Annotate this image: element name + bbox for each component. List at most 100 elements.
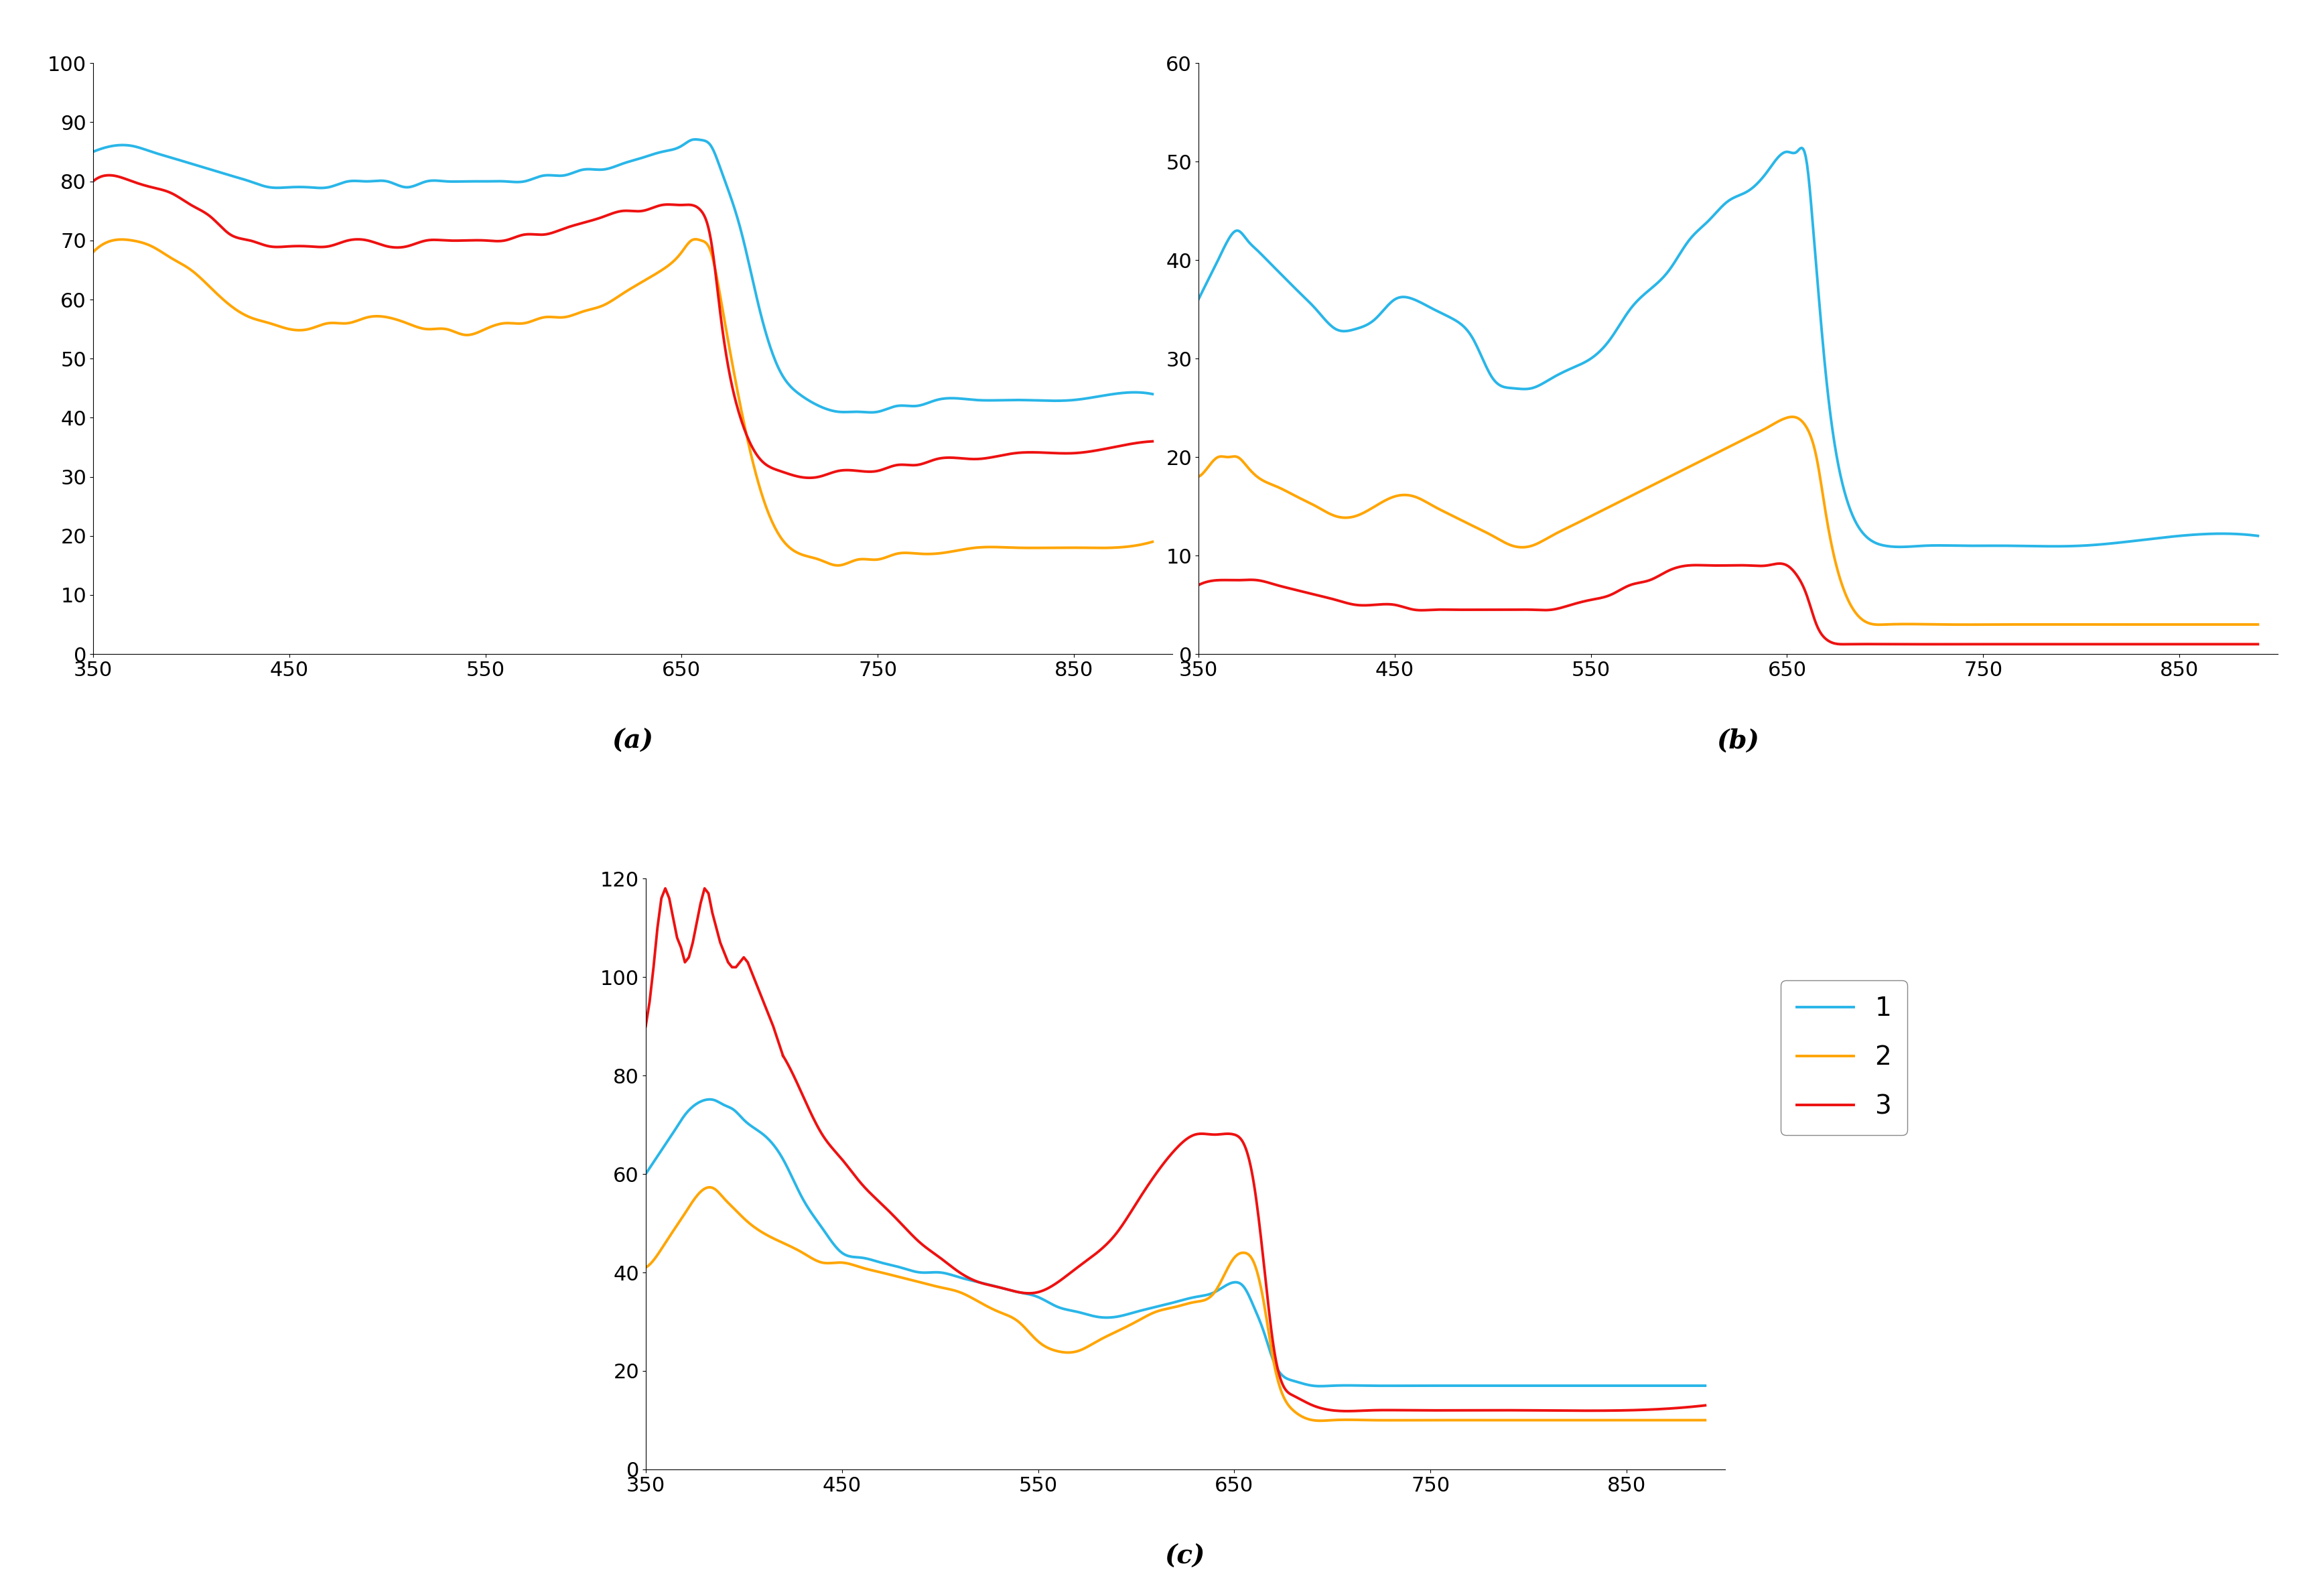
Text: (b): (b) — [1717, 728, 1759, 754]
1 — [681, 130, 709, 149]
2 — [681, 229, 709, 248]
Text: (c): (c) — [1164, 1544, 1206, 1569]
2 — [1778, 408, 1806, 427]
Line: 2: 2 — [646, 1187, 1706, 1420]
Line: 1: 1 — [646, 1100, 1706, 1386]
1 — [1862, 532, 1889, 551]
3 — [1862, 635, 1889, 654]
2 — [825, 556, 853, 575]
3 — [146, 180, 174, 199]
3 — [1250, 572, 1278, 591]
1 — [1185, 291, 1213, 310]
1 — [885, 397, 913, 416]
1 — [79, 142, 107, 161]
2 — [723, 381, 751, 400]
2 — [695, 239, 723, 258]
1 — [1829, 476, 1857, 495]
3 — [1992, 635, 2020, 654]
1 — [1692, 1376, 1720, 1395]
3 — [95, 166, 123, 185]
1 — [1787, 139, 1815, 158]
2 — [1306, 1411, 1334, 1430]
1 — [1439, 1376, 1466, 1395]
3 — [2099, 635, 2126, 654]
2 — [1864, 615, 1892, 634]
1 — [1250, 246, 1278, 265]
1 — [697, 1090, 725, 1109]
Legend: 1, 2, 3: 1, 2, 3 — [1229, 164, 1355, 319]
3 — [1357, 1401, 1385, 1420]
3 — [1329, 1401, 1357, 1420]
1 — [1992, 536, 2020, 555]
1 — [1801, 242, 1829, 261]
2 — [885, 544, 913, 562]
3 — [885, 455, 913, 474]
2 — [1308, 1411, 1336, 1430]
2 — [1139, 532, 1167, 551]
1 — [1306, 1376, 1334, 1395]
1 — [755, 335, 783, 354]
1 — [632, 1164, 660, 1183]
1 — [1887, 537, 1915, 556]
3 — [795, 468, 823, 487]
3 — [1469, 1401, 1497, 1420]
3 — [1564, 1401, 1592, 1420]
Line: 3: 3 — [93, 175, 1153, 477]
3 — [1692, 1395, 1720, 1414]
Line: 2: 2 — [93, 239, 1153, 566]
2 — [2245, 615, 2273, 634]
3 — [1185, 575, 1213, 594]
Line: 1: 1 — [93, 139, 1153, 412]
3 — [1304, 1398, 1332, 1417]
Line: 1: 1 — [1199, 149, 2259, 547]
2 — [1992, 615, 2020, 634]
3 — [695, 223, 723, 242]
Legend: 1, 2, 3: 1, 2, 3 — [1780, 980, 1908, 1134]
1 — [1248, 1318, 1276, 1337]
2 — [1185, 468, 1213, 487]
1 — [695, 134, 723, 153]
2 — [995, 537, 1023, 556]
3 — [1894, 635, 1922, 654]
2 — [1829, 578, 1857, 597]
1 — [1548, 1376, 1576, 1395]
1 — [723, 209, 751, 228]
1 — [1139, 384, 1167, 403]
Text: (a): (a) — [611, 728, 653, 754]
1 — [695, 1090, 723, 1109]
3 — [2245, 635, 2273, 654]
2 — [1548, 1411, 1576, 1430]
2 — [1250, 471, 1278, 490]
Line: 2: 2 — [1199, 417, 2259, 624]
2 — [79, 243, 107, 262]
1 — [144, 144, 172, 163]
2 — [755, 506, 783, 525]
1 — [995, 390, 1023, 409]
Line: 3: 3 — [783, 1055, 1706, 1411]
2 — [1692, 1411, 1720, 1430]
1 — [1308, 1376, 1336, 1395]
2 — [1248, 1285, 1276, 1304]
3 — [1766, 555, 1794, 574]
1 — [2245, 526, 2273, 545]
3 — [825, 1147, 853, 1166]
3 — [1334, 1401, 1362, 1420]
3 — [995, 444, 1023, 463]
2 — [1439, 1411, 1466, 1430]
2 — [144, 240, 172, 259]
1 — [2099, 534, 2126, 553]
3 — [1801, 611, 1829, 630]
3 — [755, 457, 783, 476]
3 — [723, 398, 751, 417]
2 — [1862, 615, 1889, 634]
2 — [1801, 441, 1829, 460]
3 — [769, 1046, 797, 1065]
3 — [1829, 635, 1857, 654]
1 — [1276, 1370, 1304, 1389]
Line: 3: 3 — [1199, 564, 2259, 645]
1 — [858, 403, 885, 422]
2 — [697, 1179, 725, 1198]
2 — [695, 1177, 723, 1196]
3 — [79, 172, 107, 191]
2 — [632, 1258, 660, 1277]
